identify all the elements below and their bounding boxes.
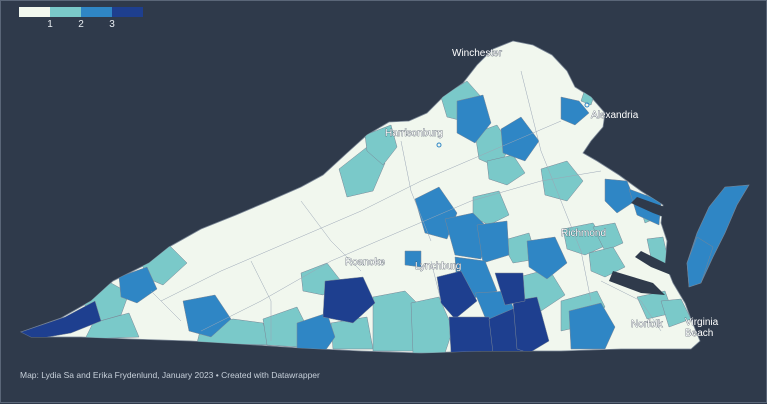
city-label-alexandria: Alexandria [591, 110, 639, 121]
map-credit: Map: Lydia Sa and Erika Frydenlund, Janu… [20, 370, 320, 380]
virginia-beach-line-2: Beach [685, 328, 713, 339]
county-region [118, 266, 158, 304]
county-region [486, 154, 526, 186]
legend-label-2: 2 [78, 19, 84, 30]
city-label-virginia-beach: Virginia Beach [685, 317, 721, 339]
city-marker-harrisonburg [436, 142, 442, 148]
county-region [338, 146, 386, 198]
county-region [500, 116, 540, 162]
county-region [540, 160, 584, 202]
bay-inlet [609, 271, 665, 295]
legend-swatch-4 [112, 7, 143, 17]
county-region [84, 312, 140, 340]
county-boundary [520, 70, 592, 302]
city-label-harrisonburg: Harrisonburg [385, 128, 443, 139]
city-marker-alexandria [584, 102, 590, 108]
legend-swatch-2 [50, 7, 81, 17]
eastern-shore-county [686, 236, 714, 288]
county-boundary [160, 120, 562, 302]
legend-swatch-3 [81, 7, 112, 17]
county-region [512, 296, 550, 353]
county-boundary [250, 260, 272, 341]
county-region [296, 312, 336, 352]
county-region [476, 220, 510, 264]
county-region [660, 298, 692, 328]
legend-swatches [19, 7, 143, 17]
county-region [592, 222, 624, 252]
county-region [568, 302, 616, 350]
city-label-roanoke: Roanoke [345, 257, 385, 268]
bay-inlet [635, 251, 671, 275]
county-boundary [600, 280, 662, 332]
county-region [560, 96, 590, 126]
county-region [604, 178, 636, 214]
city-label-richmond: Richmond [561, 228, 606, 239]
city-label-norfolk: Norfolk [631, 319, 664, 330]
legend: 1 2 3 [19, 7, 143, 33]
bay-inlet [631, 197, 669, 219]
legend-label-1: 1 [47, 19, 53, 30]
county-boundary [430, 260, 442, 302]
county-boundary [200, 170, 602, 332]
city-label-winchester: Winchester [452, 48, 503, 59]
county-region [322, 276, 376, 324]
county-region [526, 236, 568, 280]
legend-labels: 1 2 3 [19, 19, 143, 33]
county-region [364, 124, 398, 166]
legend-label-3: 3 [109, 19, 115, 30]
county-region [448, 316, 496, 353]
county-boundary [300, 200, 362, 272]
county-region [182, 294, 232, 338]
county-region [456, 94, 492, 144]
county-region [494, 272, 526, 306]
county-region [410, 296, 454, 353]
virginia-beach-line-1: Virginia [685, 317, 719, 328]
city-label-lynchburg: Lynchburg [415, 261, 461, 272]
county-region [404, 250, 422, 268]
county-boundary [400, 140, 432, 242]
county-boundary [150, 290, 182, 322]
legend-swatch-1 [19, 7, 50, 17]
